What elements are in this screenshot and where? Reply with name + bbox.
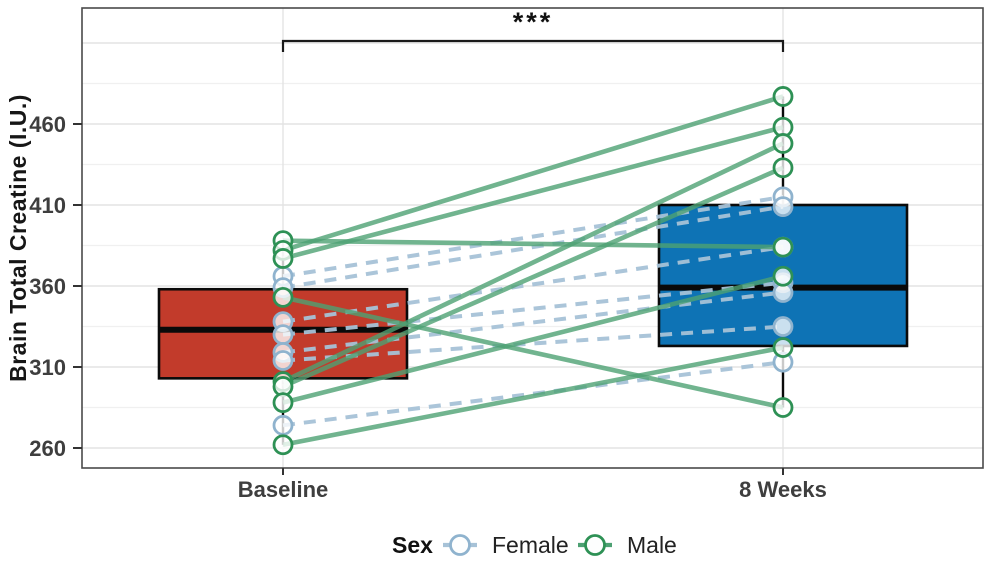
female-data-point xyxy=(272,414,294,436)
x-axis: Baseline 8 Weeks xyxy=(238,468,827,502)
data-points xyxy=(272,86,794,456)
legend-label-male: Male xyxy=(627,532,677,558)
x-tick-label: Baseline xyxy=(238,477,329,502)
y-tick-label: 360 xyxy=(29,274,66,299)
male-subject-line xyxy=(282,274,784,405)
y-axis-title: Brain Total Creatine (I.U.) xyxy=(5,94,31,382)
female-subject-line xyxy=(282,194,784,279)
male-data-point xyxy=(272,286,294,308)
y-tick-label: 260 xyxy=(29,436,66,461)
legend-keys xyxy=(443,534,612,556)
male-data-point xyxy=(772,337,794,358)
legend-title: Sex xyxy=(392,532,433,558)
legend-key-circle-male xyxy=(584,534,606,556)
female-subject-line xyxy=(282,204,784,290)
male-data-point xyxy=(772,236,794,258)
legend: Sex Female Male xyxy=(392,532,677,558)
legend-key-circle-female xyxy=(449,534,471,556)
y-tick-label: 310 xyxy=(29,355,66,380)
x-tick-label: 8 Weeks xyxy=(739,477,827,502)
male-subject-line xyxy=(282,125,784,261)
significance-label: *** xyxy=(513,7,554,37)
male-data-point xyxy=(772,397,794,418)
male-subject-line xyxy=(282,295,784,410)
female-data-point xyxy=(772,196,794,218)
male-data-point xyxy=(272,248,294,269)
male-subject-line xyxy=(282,165,784,389)
male-data-point xyxy=(272,434,294,456)
male-subject-line xyxy=(282,141,784,384)
legend-label-female: Female xyxy=(492,532,569,558)
significance-bracket xyxy=(281,39,785,52)
panel-border-rect xyxy=(81,7,984,469)
male-data-point xyxy=(772,265,794,287)
male-subject-line xyxy=(282,94,784,253)
panel-border xyxy=(81,7,984,469)
male-subject-line xyxy=(282,238,784,250)
male-data-point xyxy=(772,157,794,179)
male-data-point xyxy=(772,133,794,154)
bracket-path xyxy=(281,39,785,52)
female-data-point xyxy=(272,350,294,371)
female-subject-line xyxy=(282,245,784,324)
male-data-point xyxy=(772,86,794,107)
male-subject-line xyxy=(282,345,784,448)
male-data-point xyxy=(272,392,294,414)
y-tick-label: 410 xyxy=(29,193,66,218)
female-data-point xyxy=(272,324,294,346)
y-axis: 260 310 360 410 460 xyxy=(29,112,82,461)
y-tick-label: 460 xyxy=(29,112,66,137)
female-data-point xyxy=(772,316,794,337)
subject-lines xyxy=(282,94,784,448)
